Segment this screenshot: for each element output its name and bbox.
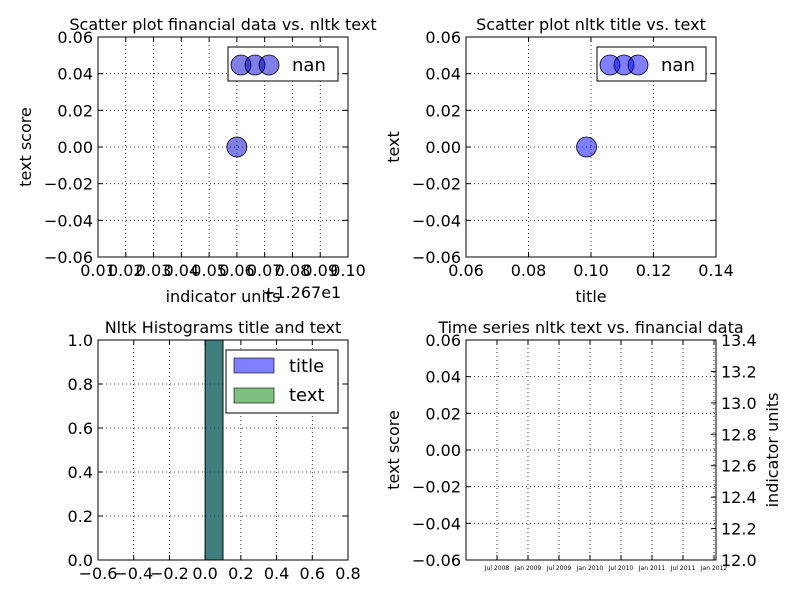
y-tick-label: 0.06 xyxy=(57,28,93,47)
chart-3-title: Nltk Histograms title and text xyxy=(105,318,342,337)
y-tick-label: −0.06 xyxy=(412,248,461,267)
scatter-point xyxy=(226,136,248,158)
y-tick-label: 0.0 xyxy=(68,551,93,570)
chart-2-title: Scatter plot nltk title vs. text xyxy=(476,15,706,34)
y2-tick-label: 12.4 xyxy=(721,488,757,507)
legend-marker xyxy=(258,54,280,76)
x-tick-label: 0.0 xyxy=(192,564,217,583)
x-tick-label: 0.01 xyxy=(80,261,116,280)
chart-1-x-offset: +1.267e1 xyxy=(262,283,341,302)
x-tick-label: Jan 2009 xyxy=(514,565,542,572)
x-tick-label: 0.08 xyxy=(275,261,311,280)
y-tick-label: −0.02 xyxy=(412,175,461,194)
x-tick-label: Jul 2011 xyxy=(670,565,696,572)
scatter-point xyxy=(576,136,597,158)
y2-tick-label: 13.0 xyxy=(721,394,757,413)
chart-1-legend-label: nan xyxy=(292,55,326,76)
y-tick-label: −0.02 xyxy=(412,478,461,497)
chart-4-y2label: indicator units xyxy=(763,393,782,508)
x-tick-label: 0.12 xyxy=(636,261,672,280)
y-tick-label: 1.0 xyxy=(68,331,93,350)
x-tick-label: 0.06 xyxy=(219,261,255,280)
y2-tick-label: 12.8 xyxy=(721,425,757,444)
y-tick-label: 0.02 xyxy=(425,404,461,423)
x-tick-label: 0.03 xyxy=(136,261,172,280)
y-tick-label: −0.04 xyxy=(412,514,461,533)
y-tick-label: 0.04 xyxy=(57,65,93,84)
y-tick-label: 0.02 xyxy=(425,101,461,120)
x-tick-label: Jul 2008 xyxy=(484,565,510,572)
x-tick-label: −0.2 xyxy=(150,564,189,583)
x-tick-label: −0.4 xyxy=(114,564,153,583)
y-tick-label: 0.04 xyxy=(425,65,461,84)
y-tick-label: −0.02 xyxy=(44,175,93,194)
y2-tick-label: 12.2 xyxy=(721,520,757,539)
x-tick-label: Jan 2010 xyxy=(576,565,604,572)
y2-tick-label: 12.6 xyxy=(721,457,757,476)
chart-3-legend-swatch-title xyxy=(233,357,275,374)
x-tick-label: Jan 2012 xyxy=(700,565,728,572)
x-tick-label: Jan 2011 xyxy=(638,565,666,572)
x-tick-label: 0.04 xyxy=(164,261,200,280)
x-tick-label: 0.10 xyxy=(330,261,366,280)
chart-4: Time series nltk text vs. financial data… xyxy=(384,318,782,572)
y-tick-label: 0.00 xyxy=(425,441,461,460)
chart-3-legend-label-text: text xyxy=(289,385,325,406)
y-tick-label: 0.2 xyxy=(68,507,93,526)
chart-2-xlabel: title xyxy=(575,287,606,306)
y2-tick-label: 13.4 xyxy=(721,331,757,350)
y-tick-label: −0.04 xyxy=(44,211,93,230)
chart-3-legend-label-title: title xyxy=(289,356,324,377)
y2-tick-label: 12.0 xyxy=(721,551,757,570)
x-tick-label: 0.02 xyxy=(108,261,144,280)
y-tick-label: 0.00 xyxy=(57,138,93,157)
chart-4-title: Time series nltk text vs. financial data xyxy=(437,318,743,337)
x-tick-label: 0.8 xyxy=(335,564,360,583)
x-tick-label: −0.6 xyxy=(79,564,118,583)
x-tick-label: 0.14 xyxy=(698,261,734,280)
y-tick-label: −0.06 xyxy=(412,551,461,570)
chart-1-ylabel: text score xyxy=(16,107,35,187)
chart-2-legend-label: nan xyxy=(661,55,695,76)
chart-3: Nltk Histograms title and text title tex… xyxy=(68,318,361,583)
y-tick-label: 0.4 xyxy=(68,463,93,482)
x-tick-label: 0.4 xyxy=(264,564,289,583)
histogram-bar-text xyxy=(204,339,224,561)
y-tick-label: −0.06 xyxy=(44,248,93,267)
x-tick-label: 0.2 xyxy=(228,564,253,583)
y-tick-label: 0.06 xyxy=(425,331,461,350)
x-tick-label: 0.05 xyxy=(191,261,227,280)
y-tick-label: 0.02 xyxy=(57,101,93,120)
y-tick-label: −0.04 xyxy=(412,211,461,230)
x-tick-label: Jul 2009 xyxy=(546,565,572,572)
y-tick-label: 0.8 xyxy=(68,375,93,394)
chart-1: Scatter plot financial data vs. nltk tex… xyxy=(16,15,377,306)
chart-2-ylabel: text xyxy=(384,131,403,163)
chart-2: Scatter plot nltk title vs. text nan 0.0… xyxy=(384,15,734,306)
legend-marker xyxy=(627,54,649,76)
x-tick-label: 0.08 xyxy=(511,261,547,280)
chart-1-xlabel: indicator units xyxy=(166,287,281,306)
y-tick-label: 0.06 xyxy=(425,28,461,47)
y-tick-label: 0.6 xyxy=(68,419,93,438)
y2-tick-label: 13.2 xyxy=(721,362,757,381)
y-tick-label: 0.04 xyxy=(425,368,461,387)
chart-1-title: Scatter plot financial data vs. nltk tex… xyxy=(69,15,376,34)
x-tick-label: 0.10 xyxy=(573,261,609,280)
chart-3-legend-swatch-text xyxy=(233,387,275,404)
x-tick-label: 0.07 xyxy=(247,261,283,280)
x-tick-label: 0.09 xyxy=(302,261,338,280)
x-tick-label: 0.6 xyxy=(300,564,325,583)
y-tick-label: 0.00 xyxy=(425,138,461,157)
chart-4-ylabel: text score xyxy=(384,410,403,490)
chart-3-axes-frame xyxy=(97,339,349,561)
x-tick-label: 0.06 xyxy=(448,261,484,280)
x-tick-label: Jul 2010 xyxy=(608,565,634,572)
